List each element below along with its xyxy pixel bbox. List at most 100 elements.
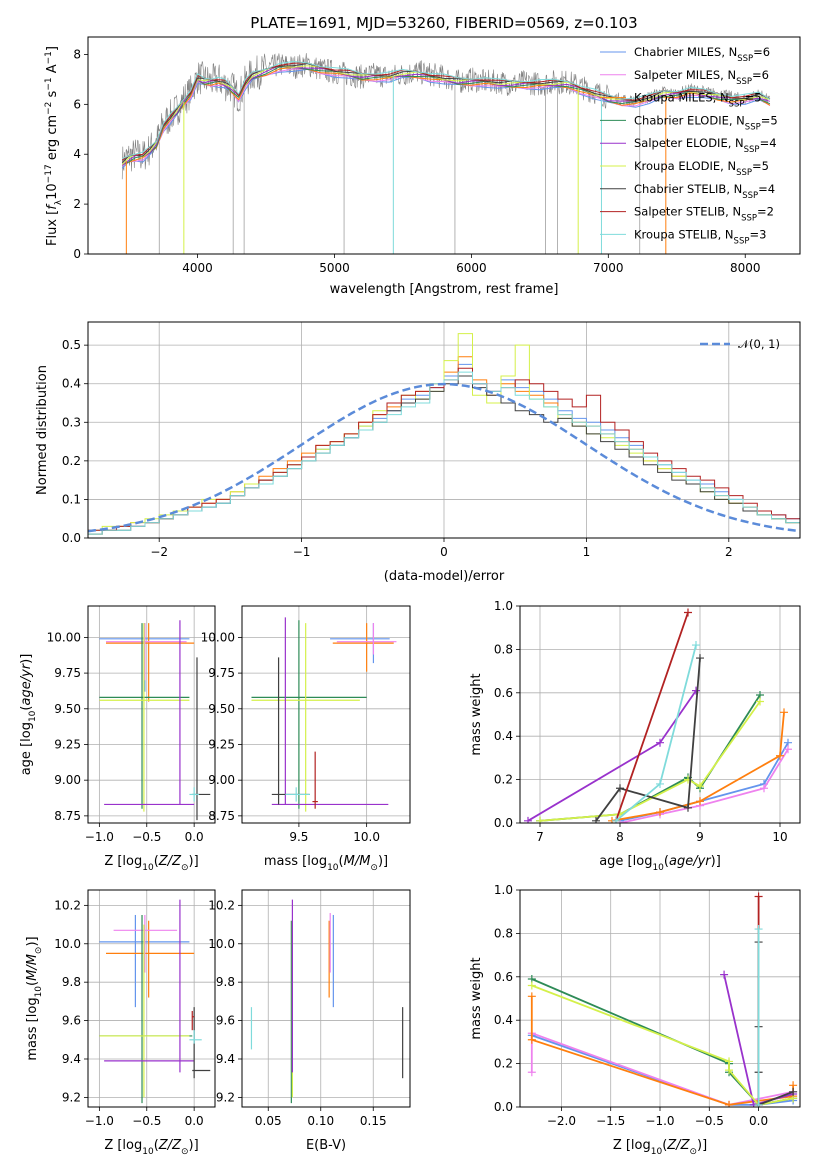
y-tick-label: 0.2: [62, 454, 81, 468]
error-cross: [336, 623, 397, 655]
y-axis-label: mass weight: [469, 957, 484, 1039]
y-tick-label: 0.8: [494, 926, 513, 940]
panel-weight_vs_age: 7 8 9 10 0.0 0.2 0.4 0.6 0.8 1.0 age [log10(age/yr…: [469, 599, 801, 873]
y-axis-label: age [log10(age/yr)]: [19, 654, 38, 776]
model-line: [122, 66, 771, 166]
y-tick-label: 9.75: [208, 666, 235, 680]
histogram-step: [88, 371, 800, 535]
series: [608, 708, 788, 823]
data-point: [692, 686, 700, 695]
axes-frame: [87, 36, 801, 255]
plot-area-mass_vs_Z: [99, 899, 211, 1104]
figure-title: PLATE=1691, MJD=53260, FIBERID=0569, z=0…: [250, 14, 637, 32]
y-tick-label: 0.6: [494, 686, 513, 700]
x-tick-label: 8000: [730, 261, 761, 275]
plot-area-weight_vs_Z: [527, 892, 798, 1107]
series: [592, 654, 704, 823]
data-point: [656, 738, 664, 747]
series-line: [531, 1034, 794, 1106]
panel-mass_vs_Z: −1.0 −0.5 0.0 9.2 9.4 9.6 9.8 10.0 10.2 Z [log10(…: [25, 889, 216, 1157]
series-line: [595, 658, 701, 822]
error-cross: [271, 617, 389, 806]
axes-frame: [519, 605, 801, 824]
error-cross: [332, 623, 394, 672]
y-tick-label: 9.50: [208, 702, 235, 716]
data-point: [760, 784, 768, 793]
x-tick-label: 0.05: [255, 1114, 282, 1128]
plot-area-age_vs_Z: [99, 620, 211, 821]
series: [612, 641, 700, 823]
y-tick-label: 9.8: [62, 975, 81, 989]
x-tick-label: −1: [293, 545, 311, 559]
legend-label: Chabrier MILES, NSSP=6: [634, 45, 770, 64]
x-tick-label: 7: [536, 830, 544, 844]
data-point: [720, 970, 729, 979]
error-cross: [99, 924, 190, 1098]
x-axis-label: Z [log10(Z/Z⊙)]: [613, 1138, 707, 1157]
legend-label: Kroupa MILES, NSSP=5: [634, 91, 761, 110]
legend-label: Chabrier STELIB, NSSP=4: [634, 182, 775, 201]
data-point: [527, 992, 536, 1001]
data-point: [684, 608, 692, 617]
axes-frame: [241, 889, 411, 1108]
panel-mass_vs_ebv: 0.05 0.10 0.15 9.2 9.4 9.6 9.8 10.0 10.2 E(B-V): [208, 889, 411, 1153]
series: [527, 974, 798, 1107]
y-tick-label: 8.75: [54, 809, 81, 823]
x-tick-label: 7000: [593, 261, 624, 275]
series-line: [539, 694, 761, 822]
y-axis-label: mass weight: [469, 673, 484, 755]
legend-label: Salpeter MILES, NSSP=6: [634, 68, 769, 87]
legend-label: Salpeter ELODIE, NSSP=4: [634, 136, 777, 155]
x-tick-label: 0.15: [360, 1114, 387, 1128]
data-point: [536, 816, 544, 823]
y-tick-label: 10.00: [201, 630, 235, 644]
y-tick-label: 2: [73, 197, 81, 211]
x-tick-label: −1.5: [596, 1114, 625, 1128]
y-tick-label: 9.2: [216, 1090, 235, 1104]
y-tick-label: 8.75: [208, 809, 235, 823]
x-axis-label: E(B-V): [306, 1138, 346, 1153]
x-tick-label: −1.0: [645, 1114, 674, 1128]
y-tick-label: 10.0: [208, 937, 235, 951]
y-tick-label: 9.8: [216, 975, 235, 989]
x-tick-label: 0.0: [185, 830, 204, 844]
series: [612, 608, 692, 823]
x-axis-label: Z [log10(Z/Z⊙)]: [104, 854, 198, 873]
x-axis-label: mass [log10(M/M⊙)]: [264, 854, 388, 873]
error-cross: [192, 1007, 211, 1079]
x-tick-label: −0.5: [132, 830, 161, 844]
error-cross: [191, 1010, 195, 1031]
y-tick-label: 9.00: [54, 773, 81, 787]
error-cross: [285, 787, 310, 802]
legend-label: Chabrier ELODIE, NSSP=5: [634, 113, 778, 132]
gaussian-curve: [88, 382, 800, 533]
data-point: [754, 925, 763, 934]
error-cross: [189, 787, 199, 802]
error-cross: [113, 914, 178, 973]
data-point: [776, 751, 784, 760]
legend-label: Salpeter STELIB, NSSP=2: [634, 205, 774, 224]
series-line: [531, 984, 794, 1106]
data-point: [692, 641, 700, 650]
y-tick-label: 1.0: [494, 599, 513, 613]
series-line: [539, 700, 761, 822]
series: [527, 981, 798, 1107]
model-line: [121, 60, 771, 160]
data-point: [684, 803, 692, 812]
data-point: [756, 697, 764, 706]
panel-age_vs_Z: −1.0 −0.5 0.0 8.75 9.00 9.25 9.50 9.75 10.00 Z [l…: [19, 605, 216, 873]
error-cross: [251, 620, 367, 809]
y-tick-label: 0.0: [494, 816, 513, 830]
series: [527, 1029, 798, 1107]
data-point: [527, 1068, 536, 1077]
y-axis-label: mass [log10(M/M⊙)]: [25, 936, 44, 1060]
data-point: [527, 1035, 536, 1044]
model-line: [121, 62, 771, 161]
y-tick-label: 8: [73, 47, 81, 61]
x-tick-label: 5000: [319, 261, 350, 275]
panel-spectrum: 4000 5000 6000 7000 8000 0 2 4 6 8 Chabrier MILES,…: [44, 36, 801, 297]
data-point: [656, 779, 664, 788]
x-tick-label: 0: [440, 545, 448, 559]
data-point: [696, 797, 704, 806]
